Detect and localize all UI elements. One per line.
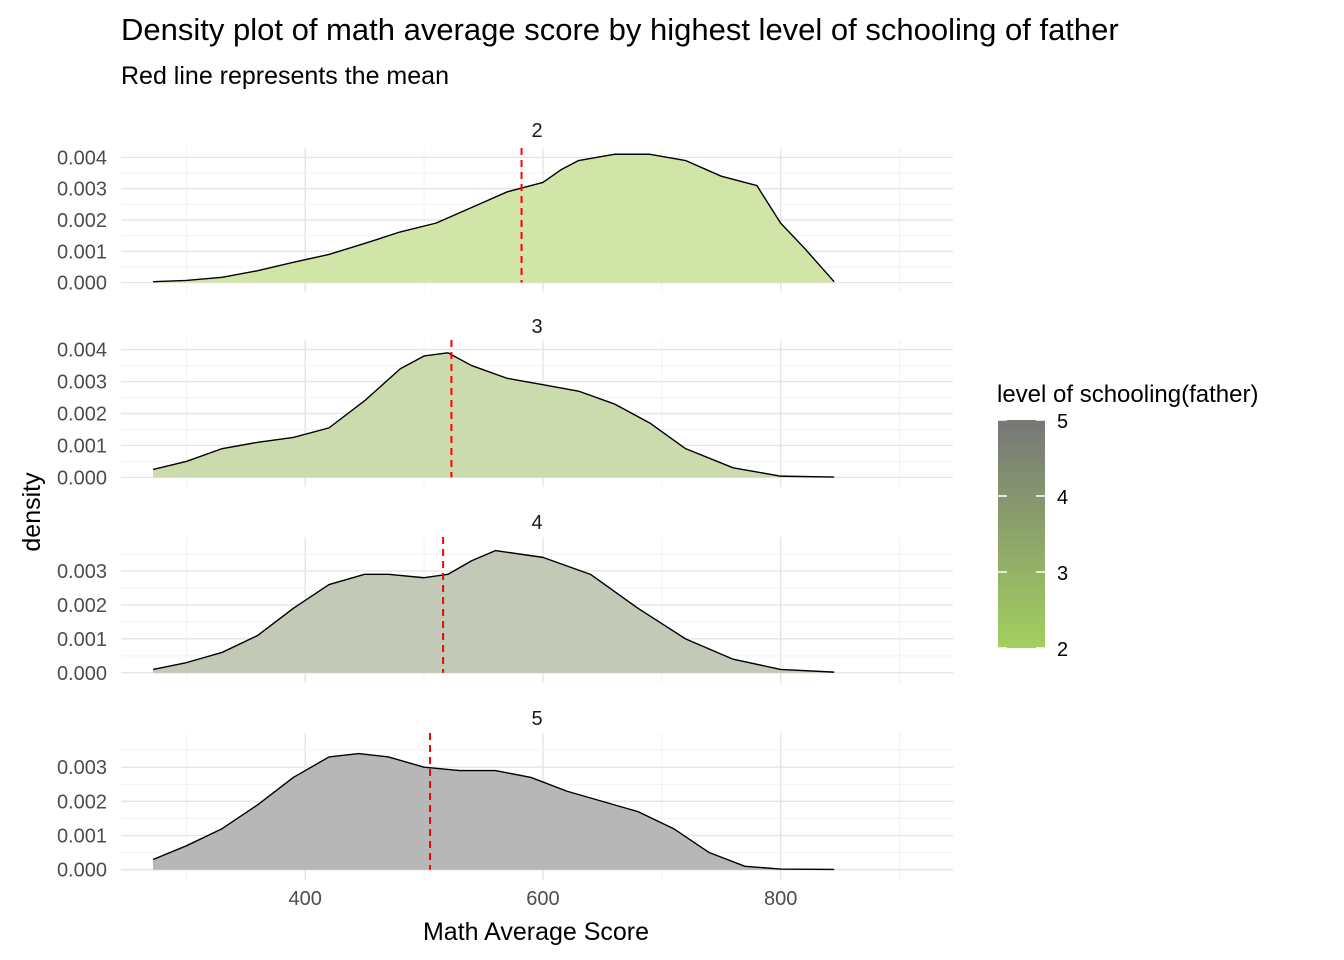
facet-strip-label: 3 — [531, 316, 542, 338]
y-tick-label: 0.002 — [57, 404, 107, 426]
y-tick-label: 0.001 — [57, 629, 107, 651]
density-line-3 — [152, 352, 835, 478]
y-tick-label: 0.000 — [57, 273, 107, 295]
y-axis-title: density — [18, 472, 46, 552]
legend-label: 4 — [1057, 487, 1068, 509]
x-axis: 400 600 800 — [289, 888, 798, 910]
legend-title: level of schooling(father) — [997, 381, 1258, 408]
y-tick-label: 0.004 — [57, 147, 107, 169]
chart-subtitle: Red line represents the mean — [121, 62, 449, 90]
facet-panel-4: 4 0.000 0.001 0.002 0.003 — [57, 512, 953, 685]
x-axis-title: Math Average Score — [423, 918, 649, 946]
density-area-5 — [153, 753, 835, 870]
density-line-5 — [152, 752, 835, 871]
y-tick-label: 0.000 — [57, 467, 107, 489]
facet-panel-5: 5 0.000 0.001 0.002 0.003 — [57, 708, 953, 882]
legend-label: 3 — [1057, 563, 1068, 585]
y-tick-label: 0.000 — [57, 860, 107, 882]
facet-panel-2: 2 0.000 0.001 0.002 0.003 0.004 — [57, 120, 953, 295]
chart-title: Density plot of math average score by hi… — [121, 12, 1119, 47]
y-tick-label: 0.001 — [57, 826, 107, 848]
y-tick-label: 0.003 — [57, 372, 107, 394]
facet-panel-3: 3 0.000 0.001 0.002 0.003 0.004 — [57, 316, 953, 489]
legend-label: 2 — [1057, 639, 1068, 661]
facet-strip-label: 4 — [531, 512, 542, 534]
facet-strip-label: 5 — [531, 708, 542, 730]
y-tick-label: 0.000 — [57, 663, 107, 685]
color-legend: level of schooling(father) 2 3 4 5 — [997, 381, 1258, 661]
y-tick-label: 0.001 — [57, 241, 107, 263]
y-tick-label: 0.002 — [57, 210, 107, 232]
y-tick-label: 0.001 — [57, 435, 107, 457]
legend-label: 5 — [1057, 411, 1068, 433]
y-tick-label: 0.003 — [57, 757, 107, 779]
x-tick-label: 400 — [289, 888, 322, 910]
density-area-3 — [153, 352, 835, 478]
legend-colorbar — [998, 420, 1045, 648]
density-area-4 — [153, 550, 835, 673]
density-area-2 — [153, 154, 835, 283]
y-tick-label: 0.003 — [57, 561, 107, 583]
y-tick-label: 0.002 — [57, 595, 107, 617]
y-tick-label: 0.004 — [57, 340, 107, 362]
y-tick-label: 0.002 — [57, 791, 107, 813]
density-line-4 — [152, 549, 835, 673]
density-line-2 — [153, 153, 835, 283]
facet-strip-label: 2 — [531, 120, 542, 142]
x-tick-label: 600 — [526, 888, 559, 910]
y-tick-label: 0.003 — [57, 179, 107, 201]
x-tick-label: 800 — [764, 888, 797, 910]
facet-panels: 2 0.000 0.001 0.002 0.003 0.004 3 0.000 0.001 0.0… — [57, 120, 953, 882]
